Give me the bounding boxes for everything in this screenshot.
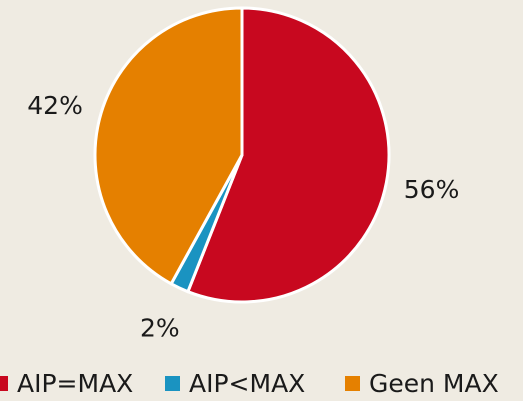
data-label: 56% xyxy=(404,175,460,204)
legend-swatch xyxy=(165,376,180,391)
data-label: 42% xyxy=(27,91,83,120)
legend-swatch xyxy=(0,376,8,391)
legend-label: AIP=MAX xyxy=(17,369,133,398)
pie-slice xyxy=(93,6,244,286)
legend-label: AIP<MAX xyxy=(189,369,305,398)
legend-label: Geen MAX xyxy=(369,369,499,398)
pie-slice xyxy=(186,6,391,304)
legend-swatch xyxy=(345,376,360,391)
data-label: 2% xyxy=(140,314,180,343)
